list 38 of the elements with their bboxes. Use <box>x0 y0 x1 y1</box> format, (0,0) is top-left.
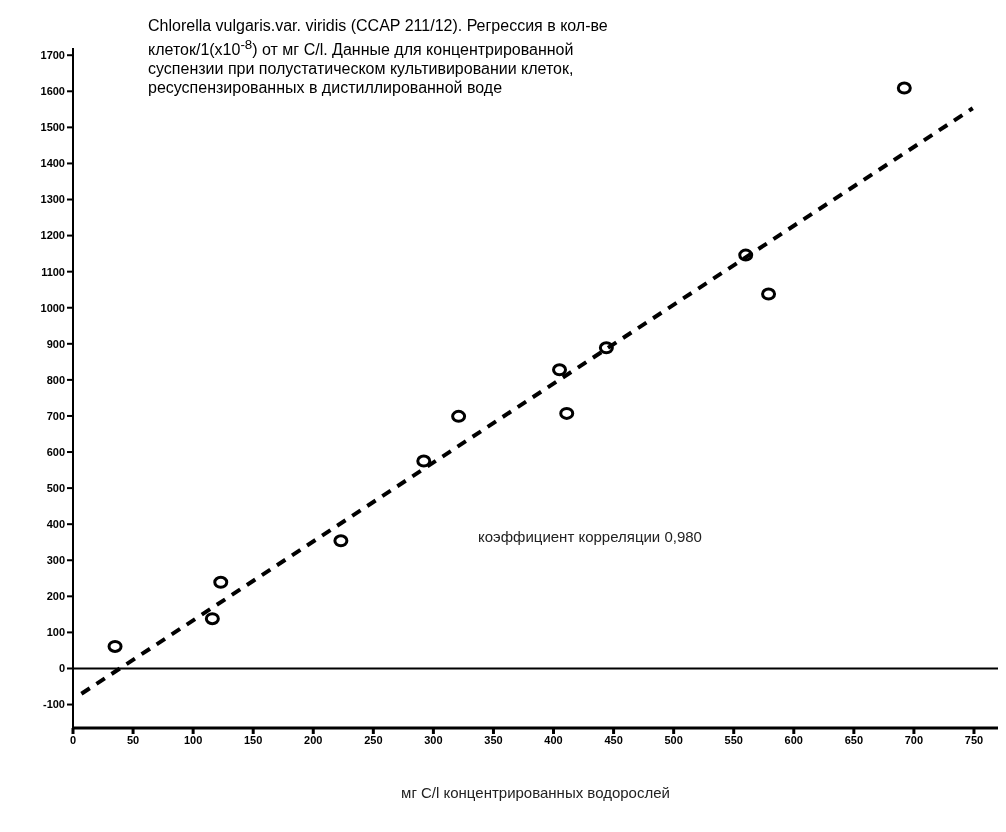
y-tick-label: 600 <box>46 445 65 458</box>
y-tick-label: 1200 <box>40 229 65 242</box>
y-tick-label: 1400 <box>40 157 65 170</box>
x-tick-label: 200 <box>304 733 323 746</box>
y-tick-label: 300 <box>46 554 65 567</box>
x-tick-label: 550 <box>724 733 743 746</box>
x-tick-label: 400 <box>544 733 563 746</box>
x-tick-label: 100 <box>183 733 203 746</box>
y-tick-label: 1000 <box>40 301 65 314</box>
y-tick-label: 1600 <box>40 85 65 98</box>
x-tick-label: 500 <box>664 733 683 746</box>
y-tick-label: 1300 <box>40 193 65 206</box>
x-tick-label: 300 <box>424 733 443 746</box>
x-tick-label: 600 <box>784 733 803 746</box>
x-tick-label: 150 <box>244 733 263 746</box>
y-tick-label: 1100 <box>41 265 65 278</box>
y-tick-label: 400 <box>46 518 65 531</box>
x-tick-label: 250 <box>364 733 383 746</box>
x-tick-label: 0 <box>69 733 77 746</box>
y-tick-label: 500 <box>46 482 65 495</box>
annotation: коэффициент корреляции 0,980 <box>478 528 702 545</box>
x-tick-label: 750 <box>964 733 984 746</box>
y-tick-label: 0 <box>58 662 65 675</box>
y-tick-label: 1700 <box>40 49 65 62</box>
x-tick-label: 700 <box>904 733 924 746</box>
x-tick-label: 450 <box>604 733 623 746</box>
y-tick-label: 100 <box>46 626 65 639</box>
y-tick-label: 200 <box>46 590 65 603</box>
x-tick-label: 50 <box>126 733 140 746</box>
y-tick-label: 1500 <box>40 121 65 134</box>
x-tick-label: 650 <box>844 733 864 746</box>
y-tick-label: 900 <box>46 337 65 350</box>
y-tick-label: -100 <box>42 698 65 711</box>
x-tick-label: 350 <box>484 733 503 746</box>
chart-title: Chlorella vulgaris.var. viridis (CCAP 211/12). Регрессия в кол-ве клеток/1(x10$^{-8}$) от мг С/l. Данные для концентрированной суспензии при полустатическом культивировании клеток, ресуспензированных в дистиллированной воде <box>148 16 609 98</box>
x-axis-title: мг С/l концентрированных водорослей <box>401 784 670 801</box>
y-tick-label: 800 <box>46 373 65 386</box>
y-tick-label: 700 <box>46 409 65 422</box>
